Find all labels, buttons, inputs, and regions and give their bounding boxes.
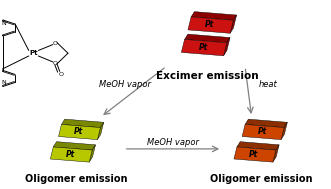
- Text: Pt: Pt: [199, 43, 208, 52]
- Text: MeOH vapor: MeOH vapor: [99, 80, 151, 89]
- Polygon shape: [89, 145, 96, 162]
- Text: Excimer emission: Excimer emission: [156, 71, 259, 81]
- Polygon shape: [62, 119, 104, 128]
- Text: MeOH vapor: MeOH vapor: [147, 138, 199, 147]
- Text: Oligomer emission: Oligomer emission: [25, 174, 127, 184]
- Polygon shape: [97, 122, 104, 140]
- Polygon shape: [181, 39, 227, 56]
- Text: O: O: [52, 61, 57, 66]
- Text: Pt: Pt: [205, 20, 214, 29]
- Polygon shape: [50, 147, 92, 162]
- Polygon shape: [245, 119, 287, 128]
- Text: O: O: [52, 41, 57, 46]
- Text: N: N: [1, 80, 6, 85]
- Polygon shape: [223, 38, 230, 56]
- Text: Pt: Pt: [29, 50, 38, 56]
- Polygon shape: [59, 124, 100, 140]
- Polygon shape: [234, 147, 276, 162]
- Text: Pt: Pt: [66, 149, 75, 159]
- Polygon shape: [237, 142, 279, 150]
- Text: Pt: Pt: [74, 127, 83, 136]
- Text: O: O: [59, 72, 64, 77]
- Polygon shape: [191, 12, 237, 20]
- Polygon shape: [188, 17, 233, 33]
- Polygon shape: [242, 124, 284, 140]
- Text: Pt: Pt: [258, 127, 267, 136]
- Text: heat: heat: [259, 80, 277, 89]
- Text: Pt: Pt: [249, 149, 259, 159]
- Polygon shape: [230, 15, 237, 33]
- Polygon shape: [53, 142, 96, 150]
- Polygon shape: [185, 34, 230, 43]
- Text: Oligomer emission: Oligomer emission: [210, 174, 313, 184]
- Text: N: N: [1, 21, 6, 26]
- Polygon shape: [273, 145, 279, 162]
- Polygon shape: [281, 122, 287, 140]
